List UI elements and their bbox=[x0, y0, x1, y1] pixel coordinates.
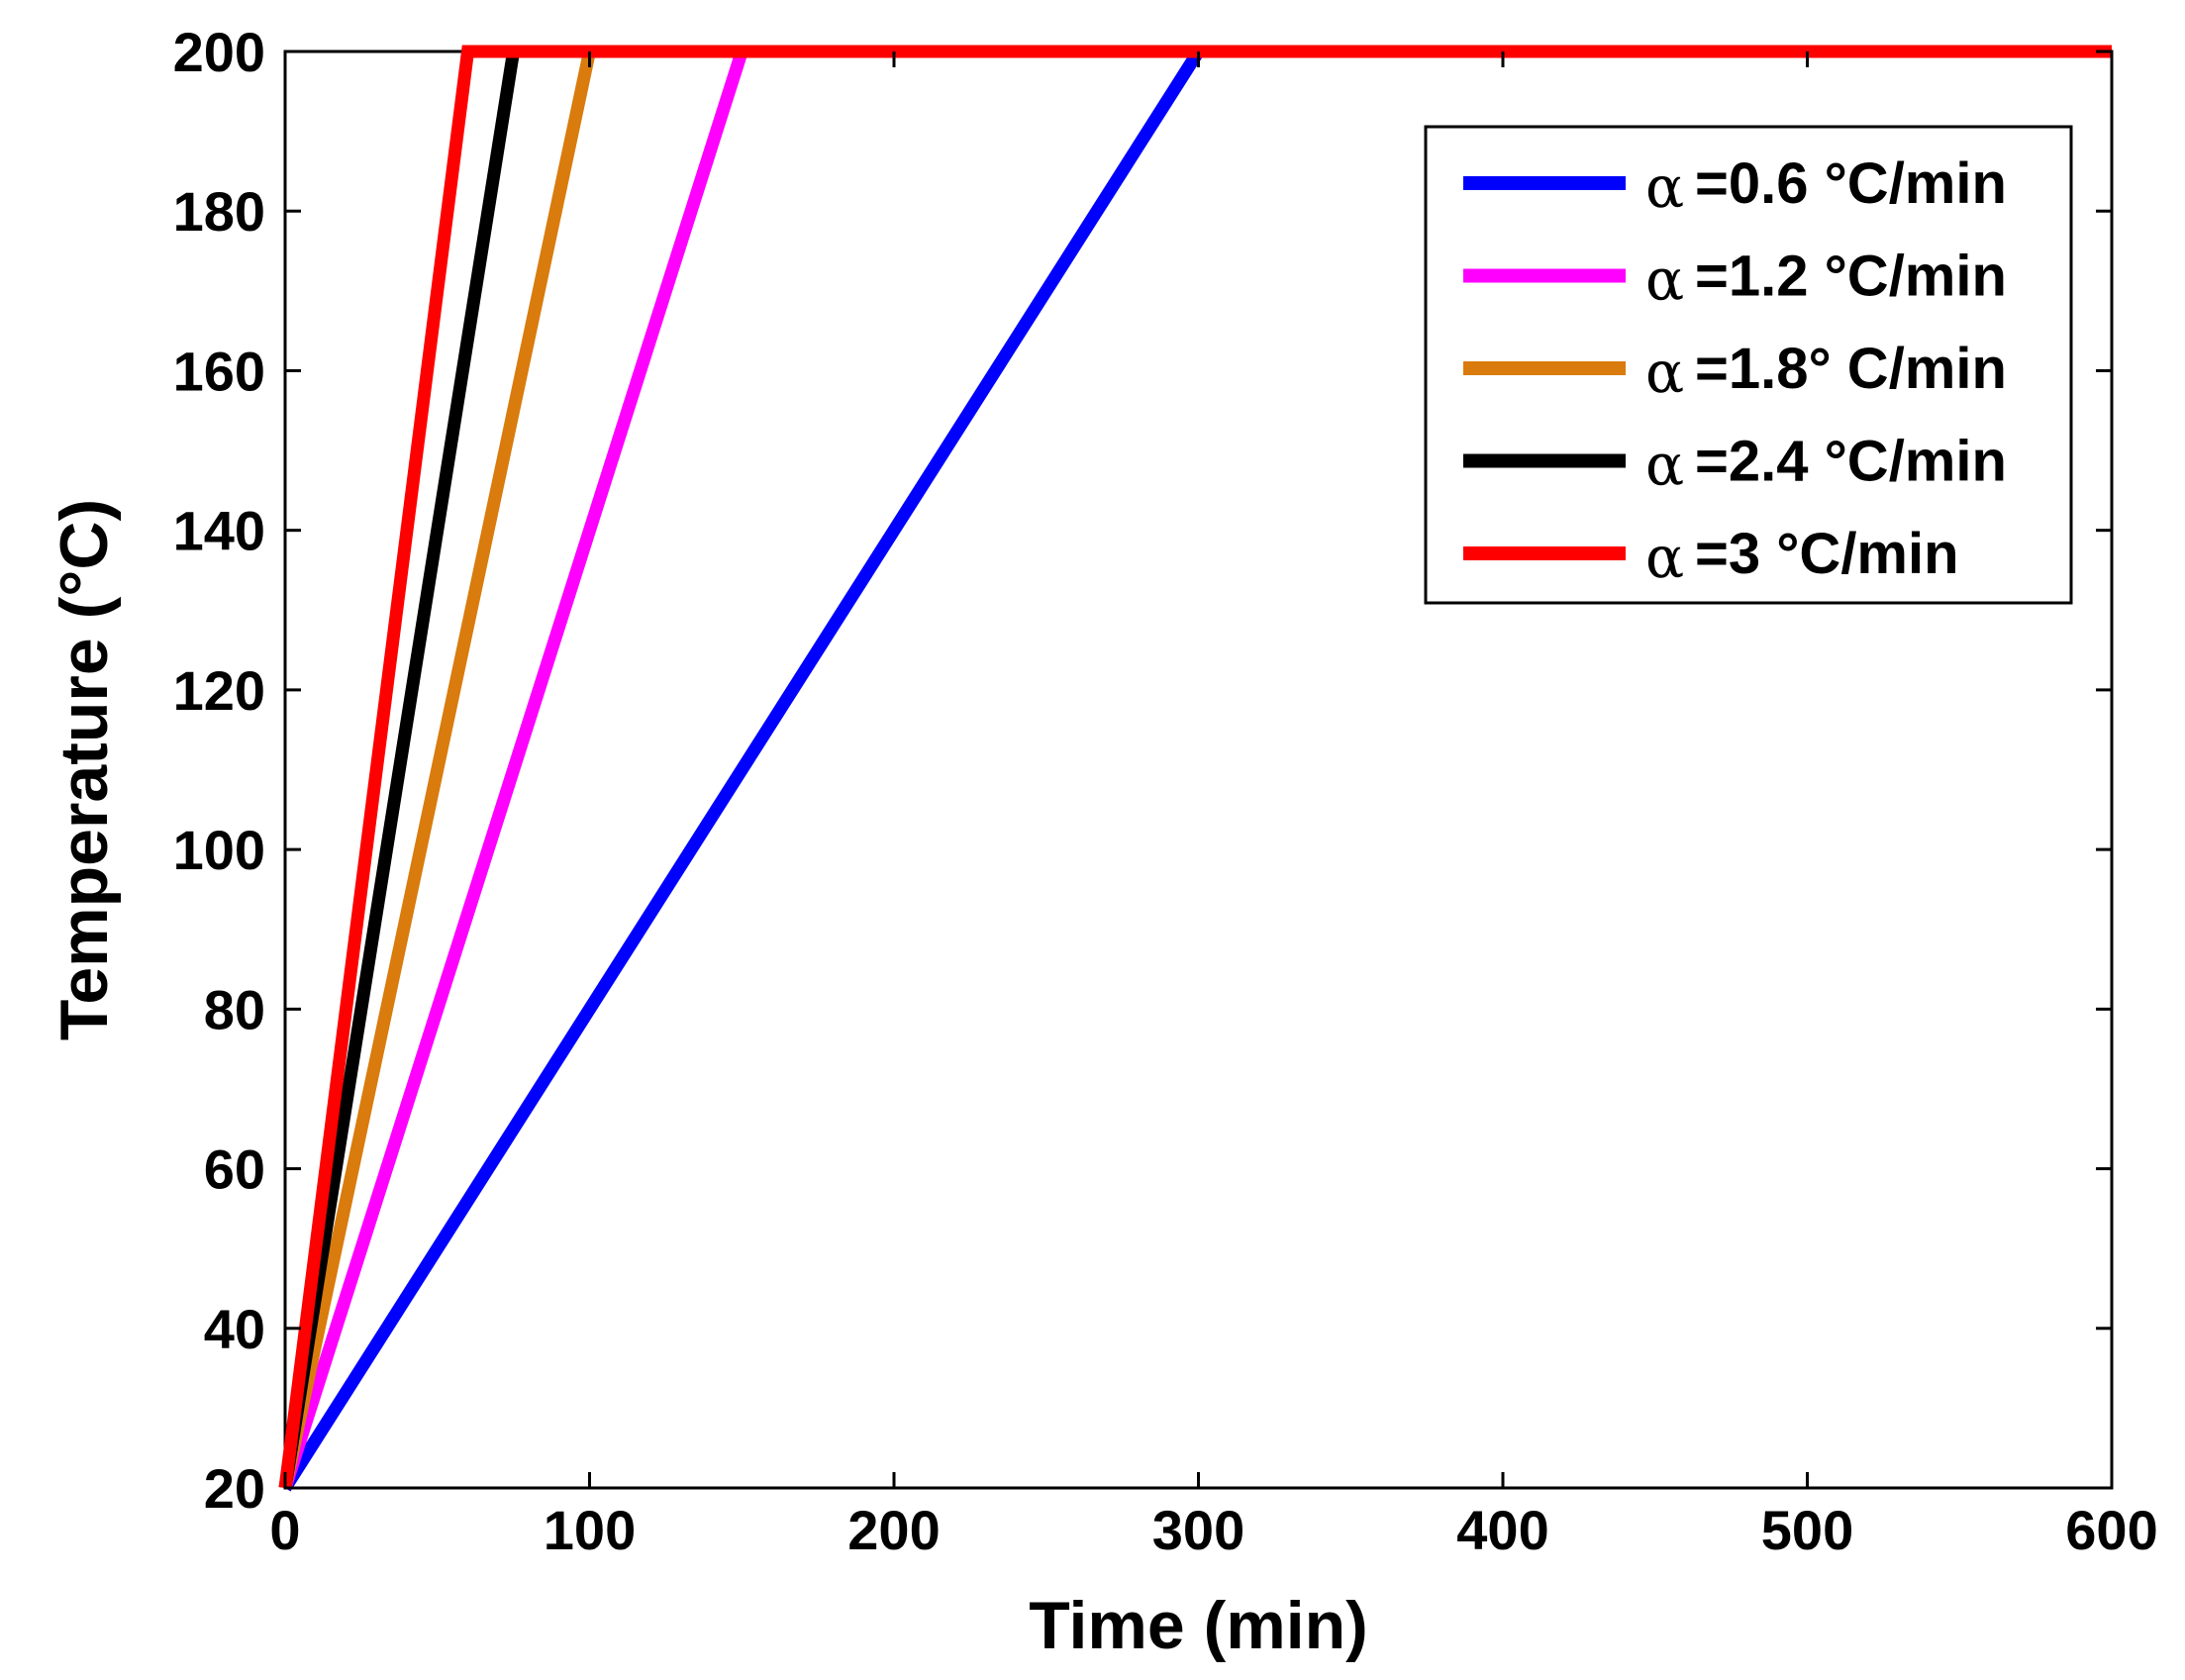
legend-label-4: =2.4 °C/min bbox=[1695, 430, 2007, 494]
y-tick-label: 80 bbox=[204, 978, 265, 1040]
y-tick-label: 20 bbox=[204, 1457, 265, 1520]
y-tick-label: 140 bbox=[173, 500, 265, 562]
axes-layer: 0 100 200 300 400 500 600 20 40 60 80 100 120 140 160 1… bbox=[173, 21, 2158, 1561]
y-tick-label: 100 bbox=[173, 819, 265, 881]
y-tick-label: 200 bbox=[173, 21, 265, 83]
legend-label-1: =0.6 °C/min bbox=[1695, 151, 2007, 216]
legend-label-2: =1.2 °C/min bbox=[1695, 245, 2007, 309]
x-tick-label: 0 bbox=[269, 1499, 300, 1561]
y-tick-label: 60 bbox=[204, 1138, 265, 1201]
legend-label-3: =1.8° C/min bbox=[1695, 337, 2007, 401]
y-tick-label: 180 bbox=[173, 180, 265, 243]
x-tick-label: 200 bbox=[847, 1499, 940, 1561]
y-axis-title: Temperature (°C) bbox=[47, 499, 122, 1040]
legend-symbol-4: α bbox=[1645, 432, 1684, 499]
x-axis-title: Time (min) bbox=[1029, 1588, 1368, 1663]
x-tick-label: 600 bbox=[2065, 1499, 2157, 1561]
y-tick-label: 120 bbox=[173, 659, 265, 722]
legend-symbol-3: α bbox=[1645, 339, 1684, 406]
legend-symbol-2: α bbox=[1645, 247, 1684, 314]
x-tick-label: 500 bbox=[1761, 1499, 1853, 1561]
y-tick-label: 40 bbox=[204, 1298, 265, 1360]
y-tick-label: 160 bbox=[173, 340, 265, 402]
x-tick-label: 400 bbox=[1456, 1499, 1548, 1561]
x-tick-label: 100 bbox=[544, 1499, 636, 1561]
legend-label-5: =3 °C/min bbox=[1695, 522, 1959, 586]
legend-symbol-5: α bbox=[1645, 524, 1684, 591]
legend-symbol-1: α bbox=[1645, 153, 1684, 221]
series-line-5 bbox=[278, 45, 2112, 1489]
x-tick-label: 300 bbox=[1152, 1499, 1244, 1561]
